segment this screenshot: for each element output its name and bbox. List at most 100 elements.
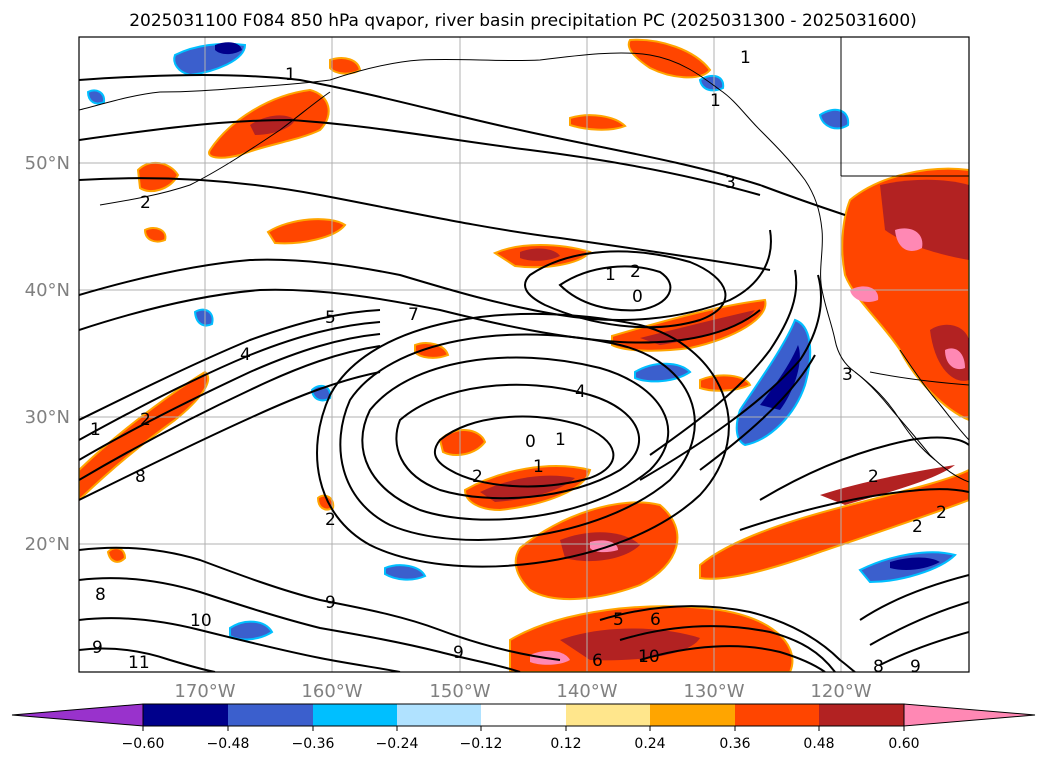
contour-line (316, 312, 730, 568)
contour-label: 2 (140, 193, 151, 213)
positive-anomaly-region (143, 227, 167, 243)
map-gridlines (79, 37, 969, 672)
lat-labels: 50°N 40°N 30°N 20°N (25, 153, 70, 555)
contour-line (79, 118, 761, 196)
contour-label: 0 (525, 432, 536, 452)
contour-label: 10 (638, 647, 660, 667)
contour-label: 6 (650, 610, 661, 630)
contour-label: 5 (325, 308, 336, 328)
map-frame (78, 36, 970, 673)
contour-line (79, 309, 381, 421)
positive-anomaly-region (480, 475, 575, 502)
contour-label: 3 (725, 173, 736, 193)
coastline-aleutians (99, 91, 331, 206)
contour-label: 11 (128, 653, 150, 673)
positive-anomaly-region (627, 38, 712, 79)
lon-label: 120°W (810, 681, 871, 702)
lon-label: 130°W (683, 681, 744, 702)
positive-anomaly-region (106, 547, 127, 563)
contour-label: 2 (472, 467, 483, 487)
lon-label: 150°W (429, 681, 490, 702)
lat-label: 50°N (25, 153, 70, 174)
positive-anomaly-region (438, 429, 487, 456)
negative-anomaly-region (890, 557, 940, 570)
contour-line (79, 617, 401, 672)
contour-label: 1 (533, 457, 544, 477)
colorbar-tick-label: −0.48 (207, 736, 250, 752)
contour-label: 5 (613, 610, 624, 630)
precip-shading (79, 38, 969, 672)
border-us-mexico (869, 371, 969, 386)
negative-anomaly-region (735, 318, 812, 447)
coastlines (79, 52, 969, 483)
contour-line (79, 229, 772, 321)
contour-label: 8 (135, 467, 146, 487)
lon-label: 170°W (174, 681, 235, 702)
contour-line (79, 546, 561, 661)
colorbar-tick-label: −0.60 (122, 736, 165, 752)
positive-anomaly-region (895, 228, 923, 251)
colorbar-segment (228, 704, 313, 726)
contour-labels: 1 1 1 3 2 1 2 0 5 7 4 4 1 2 8 0 1 2 1 2 … (90, 48, 947, 677)
contour-label: 8 (873, 657, 884, 677)
contour-line (79, 288, 761, 344)
coastline-baja (854, 371, 936, 461)
contour-line (859, 574, 969, 621)
positive-anomaly-region (414, 342, 450, 359)
contour-line (395, 383, 640, 500)
colorbar-tick-label: 0.36 (719, 736, 750, 752)
contour-label: 1 (710, 91, 721, 111)
lat-label: 40°N (25, 280, 70, 301)
lon-label: 140°W (556, 681, 617, 702)
contour-label: 1 (740, 48, 751, 68)
contour-line (649, 269, 798, 456)
contour-label: 7 (408, 305, 419, 325)
contour-line (79, 647, 216, 672)
lon-label: 160°W (301, 681, 362, 702)
contour-line (639, 645, 826, 672)
lon-labels: 170°W 160°W 150°W 140°W 130°W 120°W (174, 681, 871, 702)
coastline-mainland (899, 349, 969, 441)
lat-label: 20°N (25, 534, 70, 555)
qvapor-contours (79, 74, 969, 672)
contour-label: 9 (325, 593, 336, 613)
contour-label: 8 (95, 585, 106, 605)
contour-line (79, 577, 521, 672)
contour-line (599, 605, 856, 672)
contour-line (433, 415, 615, 488)
positive-anomaly-region (266, 218, 347, 245)
contour-line (361, 356, 670, 521)
contour-label: 2 (325, 510, 336, 530)
contour-line (339, 333, 696, 541)
contour-line (79, 371, 381, 501)
colorbar-tick-label: −0.12 (460, 736, 503, 752)
contour-line (79, 321, 381, 441)
contour-label: 4 (240, 345, 251, 365)
positive-anomaly-region (569, 114, 627, 131)
contour-label: 3 (842, 365, 853, 385)
contour-label: 2 (140, 410, 151, 430)
country-borders (840, 37, 969, 386)
contour-line (619, 625, 836, 672)
contour-line (524, 250, 727, 329)
contour-label: 2 (936, 503, 947, 523)
positive-anomaly-region (79, 370, 210, 502)
colorbar-extend-high (903, 703, 1036, 727)
contour-line (759, 436, 969, 501)
colorbar-segment (313, 704, 397, 726)
contour-label: 1 (285, 65, 296, 85)
coastline-alaska (79, 52, 823, 231)
contour-line (79, 333, 381, 461)
contour-label: 1 (90, 420, 101, 440)
contour-line (869, 601, 969, 646)
contour-label: 0 (632, 287, 643, 307)
lat-label: 30°N (25, 407, 70, 428)
contour-line (79, 74, 846, 216)
colorbar-segment (819, 704, 904, 726)
negative-anomaly-region (760, 345, 800, 410)
colorbar-segment (397, 704, 481, 726)
negative-anomaly-region (384, 564, 427, 581)
contour-label: 1 (605, 265, 616, 285)
colorbar-ticks: −0.60 −0.48 −0.36 −0.24 −0.12 0.12 0.24 … (122, 726, 920, 752)
